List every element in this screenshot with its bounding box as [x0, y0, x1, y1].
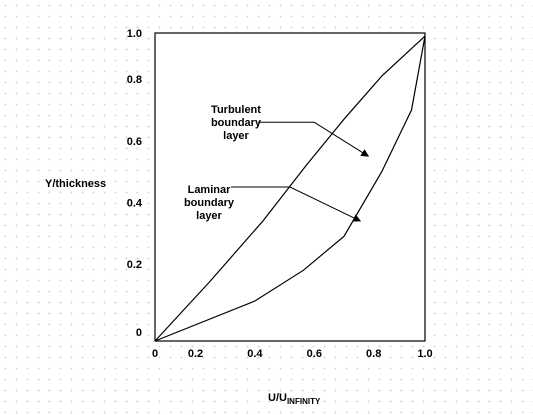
- y-tick-label-3: 0.6: [127, 136, 142, 148]
- y-tick-label-5: 1.0: [127, 28, 142, 40]
- annotation-0-line-2: layer: [223, 130, 249, 142]
- annotation-0-arrow: [258, 121, 370, 157]
- y-axis-label: Y/thickness: [45, 178, 106, 190]
- y-tick-labels: 0 0.2 0.4 0.6 0.8 1.0: [127, 28, 143, 339]
- annotation-1-line-0: Laminar: [188, 184, 232, 196]
- x-axis-label-subscript: INFINITY: [287, 397, 321, 406]
- annotation-0-line-1: boundary: [211, 117, 262, 129]
- x-tick-label-2: 0.4: [247, 348, 263, 360]
- annotation-0-line-0: Turbulent: [211, 104, 261, 116]
- y-tick-label-1: 0.2: [127, 259, 142, 271]
- x-tick-labels: 0 0.2 0.4 0.6 0.8 1.0: [152, 348, 433, 360]
- series-line-1: [154, 35, 426, 342]
- y-tick-label-2: 0.4: [127, 197, 143, 209]
- x-tick-label-3: 0.6: [307, 348, 322, 360]
- annotation-1-line-2: layer: [196, 210, 222, 222]
- annotations-layer: TurbulentboundarylayerLaminarboundarylay…: [184, 104, 370, 222]
- x-tick-label-4: 0.8: [366, 348, 381, 360]
- x-axis-label: U/UINFINITY: [268, 392, 321, 406]
- y-tick-label-0: 0: [136, 327, 142, 339]
- annotation-1-arrow: [231, 186, 362, 222]
- annotation-1-line-1: boundary: [184, 197, 235, 209]
- x-axis-label-main: U/U: [268, 392, 287, 404]
- y-tick-label-4: 0.8: [127, 74, 142, 86]
- x-tick-label-0: 0: [152, 348, 158, 360]
- series-line-0: [154, 35, 426, 342]
- series-layer: [154, 35, 426, 342]
- x-tick-label-5: 1.0: [417, 348, 432, 360]
- x-tick-label-1: 0.2: [188, 348, 203, 360]
